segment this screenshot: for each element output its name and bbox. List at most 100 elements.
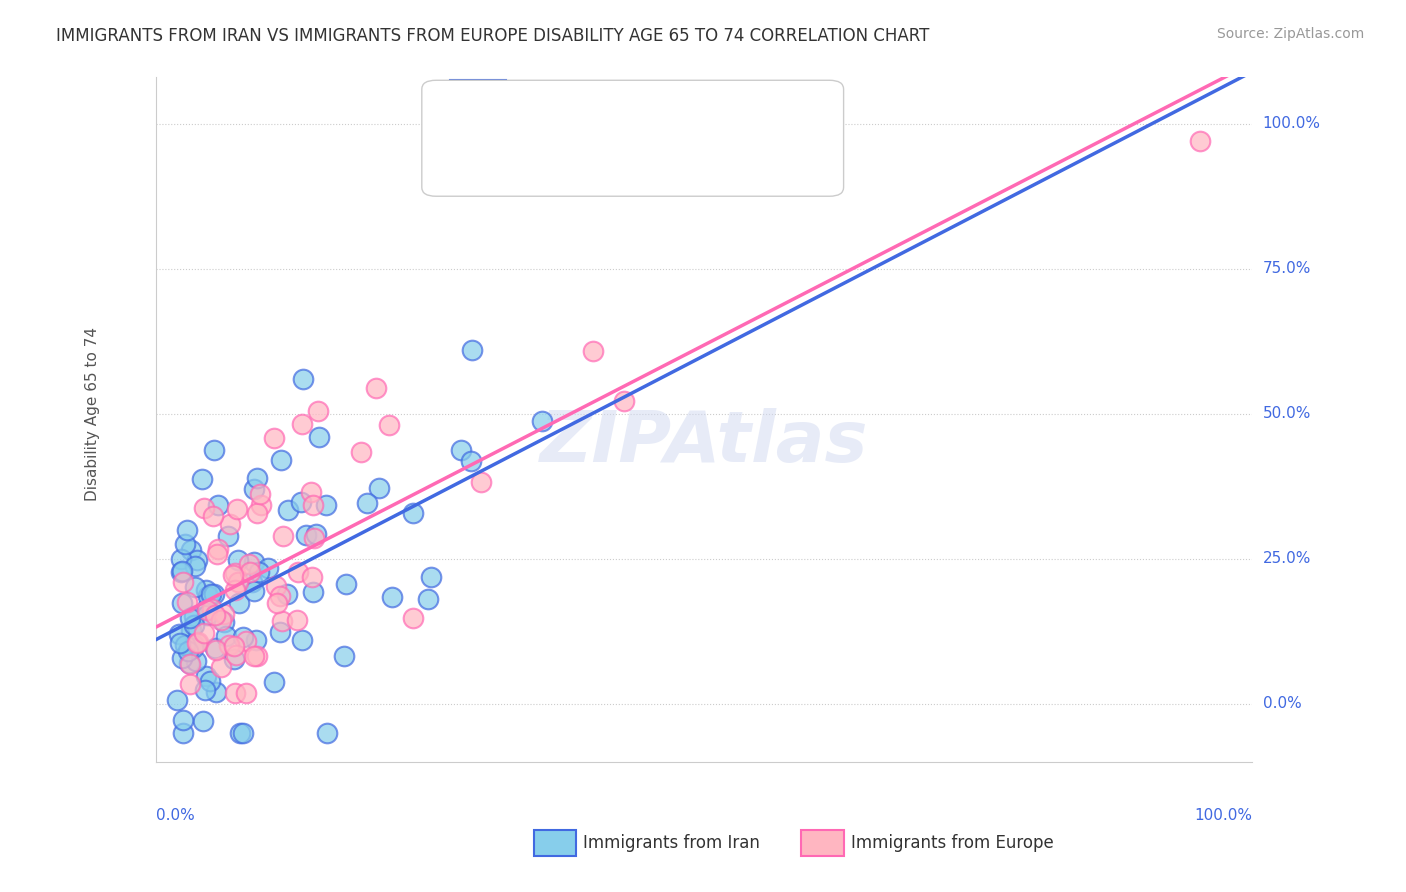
Text: 0.0%: 0.0% xyxy=(1263,697,1302,712)
Immigrants from Iran xyxy=(193,682,215,697)
Immigrants from Iran xyxy=(224,652,246,666)
Immigrants from Iran xyxy=(195,601,218,615)
Immigrants from Europe xyxy=(186,635,208,649)
Text: 100.0%: 100.0% xyxy=(1263,116,1320,131)
Immigrants from Iran xyxy=(242,584,264,599)
Immigrants from Europe xyxy=(266,597,288,611)
Immigrants from Europe xyxy=(226,575,249,590)
Immigrants from Iran xyxy=(460,454,482,468)
Immigrants from Iran xyxy=(450,442,472,457)
Immigrants from Iran xyxy=(381,590,404,604)
Text: 84: 84 xyxy=(679,85,704,103)
Immigrants from Europe xyxy=(225,502,247,516)
Immigrants from Iran xyxy=(290,495,312,509)
Text: 0.679: 0.679 xyxy=(569,134,626,152)
Immigrants from Europe xyxy=(301,570,323,584)
Text: 75.0%: 75.0% xyxy=(1263,261,1312,277)
FancyBboxPatch shape xyxy=(801,830,844,856)
Immigrants from Europe xyxy=(366,381,388,395)
Immigrants from Europe xyxy=(238,557,260,571)
Immigrants from Iran xyxy=(179,611,201,625)
Immigrants from Iran xyxy=(263,674,285,689)
Immigrants from Europe xyxy=(270,614,292,628)
Immigrants from Iran xyxy=(193,714,215,728)
Immigrants from Europe xyxy=(269,590,291,604)
Immigrants from Iran xyxy=(214,615,236,629)
Immigrants from Europe xyxy=(582,343,605,358)
Immigrants from Iran xyxy=(270,453,292,467)
Immigrants from Iran xyxy=(207,498,229,512)
Immigrants from Europe xyxy=(243,649,266,664)
Text: 100.0%: 100.0% xyxy=(1194,808,1253,823)
Immigrants from Europe xyxy=(201,602,224,616)
Immigrants from Iran xyxy=(228,596,250,610)
Immigrants from Europe xyxy=(209,613,232,627)
Immigrants from Iran xyxy=(204,640,226,655)
Text: Disability Age 65 to 74: Disability Age 65 to 74 xyxy=(84,326,100,501)
Immigrants from Iran xyxy=(333,649,356,664)
Immigrants from Iran xyxy=(247,565,270,579)
Immigrants from Iran xyxy=(295,528,318,542)
Immigrants from Europe xyxy=(246,506,269,520)
Immigrants from Europe xyxy=(402,611,425,625)
Immigrants from Iran xyxy=(232,726,254,740)
Immigrants from Iran xyxy=(315,498,337,512)
Immigrants from Iran xyxy=(173,536,195,550)
Immigrants from Europe xyxy=(222,639,245,653)
Immigrants from Iran xyxy=(215,629,238,643)
Immigrants from Iran xyxy=(176,523,198,537)
Immigrants from Iran xyxy=(245,632,267,647)
Immigrants from Europe xyxy=(470,475,492,489)
Immigrants from Europe xyxy=(1188,134,1211,148)
Immigrants from Europe xyxy=(179,657,201,671)
Immigrants from Iran xyxy=(179,657,201,671)
Immigrants from Iran xyxy=(180,543,202,558)
Immigrants from Iran xyxy=(198,673,221,688)
Text: Immigrants from Iran: Immigrants from Iran xyxy=(583,834,761,852)
Immigrants from Iran xyxy=(200,587,222,601)
Immigrants from Iran xyxy=(302,585,325,599)
Immigrants from Europe xyxy=(179,677,201,691)
Text: ZIPAtlas: ZIPAtlas xyxy=(540,409,868,477)
Immigrants from Europe xyxy=(224,583,246,598)
Immigrants from Iran xyxy=(183,617,205,632)
Immigrants from Iran xyxy=(416,591,439,606)
Immigrants from Europe xyxy=(222,568,245,582)
Immigrants from Europe xyxy=(193,626,215,640)
Immigrants from Europe xyxy=(172,574,194,589)
Immigrants from Iran xyxy=(368,481,391,495)
Immigrants from Iran xyxy=(186,553,208,567)
Immigrants from Iran xyxy=(356,496,378,510)
Immigrants from Iran xyxy=(194,668,217,682)
Immigrants from Iran xyxy=(180,623,202,637)
Immigrants from Iran xyxy=(419,570,441,584)
Immigrants from Iran xyxy=(335,577,357,591)
Immigrants from Iran xyxy=(184,580,207,594)
Text: Immigrants from Europe: Immigrants from Europe xyxy=(851,834,1053,852)
Immigrants from Iran xyxy=(242,575,264,590)
Immigrants from Iran xyxy=(257,560,280,574)
Immigrants from Europe xyxy=(304,531,326,545)
Immigrants from Europe xyxy=(193,501,215,516)
Immigrants from Europe xyxy=(613,393,636,408)
Immigrants from Iran xyxy=(308,430,330,444)
Immigrants from Europe xyxy=(235,686,257,700)
Text: N =: N = xyxy=(640,85,679,103)
Immigrants from Iran xyxy=(184,654,207,668)
Immigrants from Iran xyxy=(242,482,264,496)
Immigrants from Europe xyxy=(202,508,225,523)
Immigrants from Europe xyxy=(249,487,271,501)
Immigrants from Europe xyxy=(266,579,288,593)
Immigrants from Iran xyxy=(194,582,217,597)
Immigrants from Iran xyxy=(243,555,266,569)
Immigrants from Iran xyxy=(170,596,193,610)
Immigrants from Europe xyxy=(301,498,323,512)
Immigrants from Europe xyxy=(299,485,322,500)
Text: R =: R = xyxy=(527,134,567,152)
Text: N =: N = xyxy=(640,134,679,152)
Immigrants from Iran xyxy=(202,442,225,457)
Immigrants from Iran xyxy=(277,502,299,516)
Immigrants from Europe xyxy=(291,417,314,431)
Immigrants from Iran xyxy=(217,529,239,543)
Immigrants from Iran xyxy=(197,589,219,603)
